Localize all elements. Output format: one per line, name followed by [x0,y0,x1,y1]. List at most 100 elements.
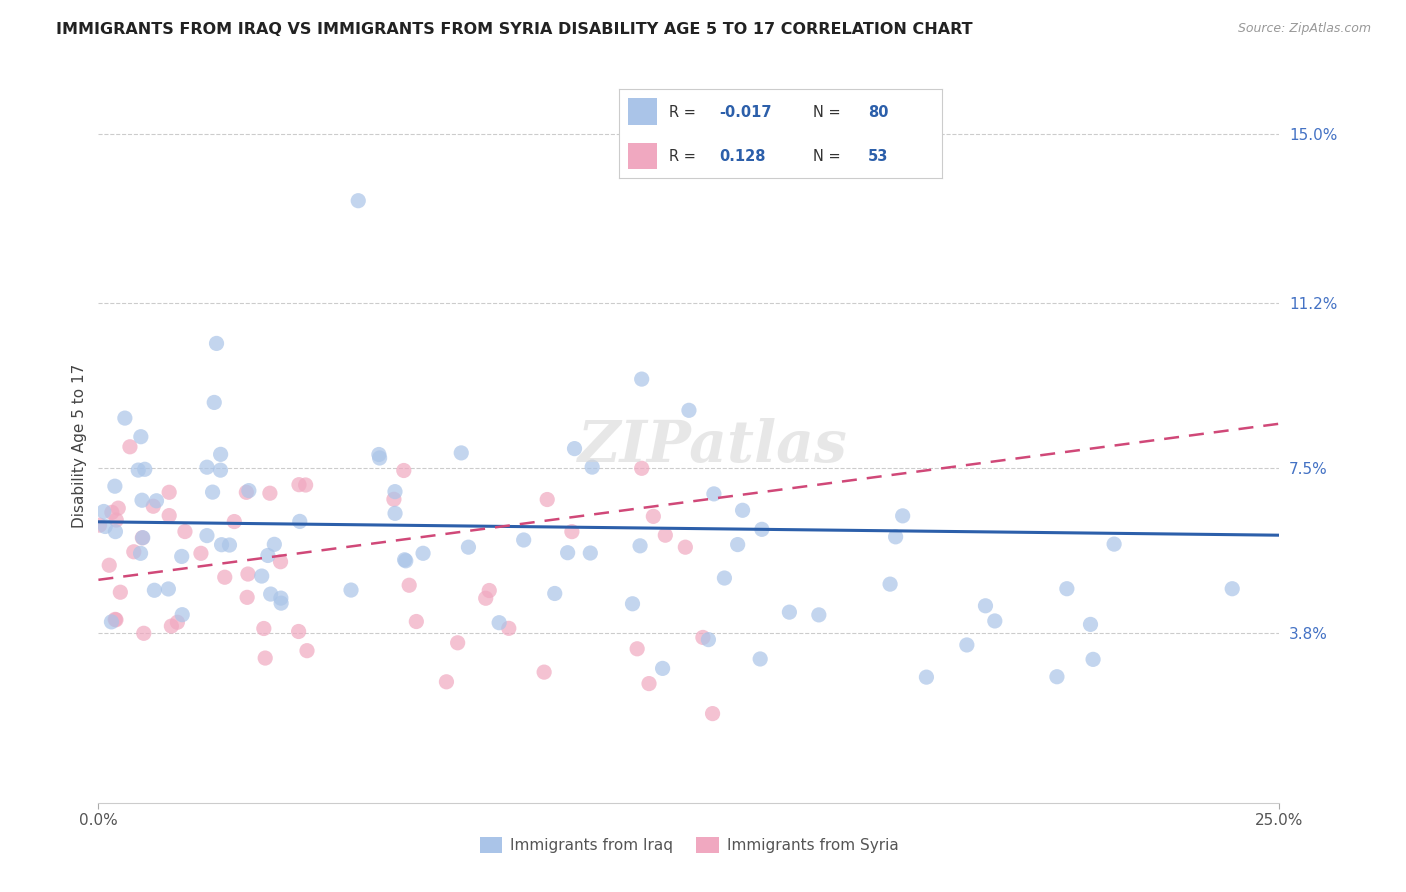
Point [392,463,415,477]
Text: 80: 80 [868,105,889,120]
Point [250,569,273,583]
Point [891,508,914,523]
Point [110,585,132,599]
Point [209,463,232,477]
Point [498,621,520,635]
Point [195,528,218,542]
Point [384,507,406,521]
Point [114,411,136,425]
Point [190,546,212,560]
Point [654,528,676,542]
Point [118,440,141,454]
Point [131,531,153,545]
Point [512,533,534,547]
Point [259,486,281,500]
Point [405,615,427,629]
Point [395,554,418,568]
Point [1220,582,1243,596]
Point [702,706,724,721]
Point [450,446,472,460]
Point [884,530,907,544]
Point [132,531,155,545]
Point [478,583,501,598]
Point [697,632,720,647]
Point [209,447,232,461]
Text: -0.017: -0.017 [718,105,772,120]
Point [678,403,700,417]
Point [673,540,696,554]
Point [143,583,166,598]
Bar [628,98,658,125]
Point [211,538,233,552]
Point [214,570,236,584]
Point [692,631,714,645]
Point [257,549,280,563]
Y-axis label: Disability Age 5 to 17: Disability Age 5 to 17 [72,364,87,528]
Point [1056,582,1078,596]
Point [778,605,800,619]
Point [131,493,153,508]
Point [270,596,292,610]
Point [340,583,363,598]
Point [807,607,830,622]
Point [160,619,183,633]
Point [270,591,292,606]
Point [533,665,555,680]
Point [218,538,240,552]
Point [544,586,567,600]
Point [157,485,180,500]
Point [122,545,145,559]
Point [651,661,673,675]
Point [174,524,197,539]
Point [201,485,224,500]
Point [134,462,156,476]
Point [984,614,1007,628]
Point [412,546,434,560]
Point [394,553,416,567]
Point [457,540,479,554]
Point [347,194,370,208]
Point [129,546,152,560]
Point [956,638,979,652]
Point [236,567,259,582]
Point [94,519,117,533]
Legend: Immigrants from Iraq, Immigrants from Syria: Immigrants from Iraq, Immigrants from Sy… [474,831,904,859]
Point [474,591,496,606]
Point [104,612,127,626]
Point [974,599,997,613]
Point [561,524,583,539]
Point [384,484,406,499]
Text: 53: 53 [868,150,889,164]
Point [564,442,586,456]
Point [129,430,152,444]
Bar [628,143,658,169]
Point [107,501,129,516]
Text: N =: N = [813,150,841,164]
Point [172,607,194,622]
Point [749,652,772,666]
Point [224,515,246,529]
Point [127,463,149,477]
Point [202,395,225,409]
Point [101,505,124,519]
Point [638,676,661,690]
Point [915,670,938,684]
Point [104,613,127,627]
Point [238,483,260,498]
Point [263,537,285,551]
Point [145,493,167,508]
Point [142,500,165,514]
Text: Source: ZipAtlas.com: Source: ZipAtlas.com [1237,22,1371,36]
Point [170,549,193,564]
Point [254,651,277,665]
Point [436,674,458,689]
Point [1102,537,1125,551]
Point [235,485,257,500]
Point [104,524,127,539]
Text: ZIPatlas: ZIPatlas [578,417,848,475]
Point [104,479,127,493]
Point [643,509,665,524]
Point [879,577,901,591]
Point [751,522,773,536]
Text: N =: N = [813,105,841,120]
